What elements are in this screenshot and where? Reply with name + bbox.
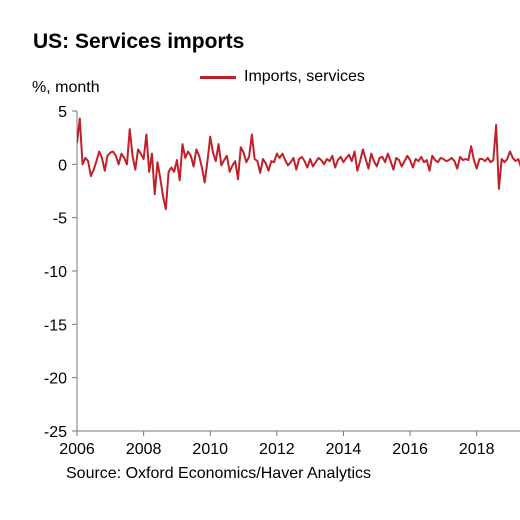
x-tick-label: 2016: [392, 441, 428, 458]
source-note: Source: Oxford Economics/Haver Analytics: [66, 465, 372, 482]
chart-title: US: Services imports: [33, 30, 245, 53]
y-tick-label: -15: [44, 317, 67, 334]
legend: Imports, services: [200, 66, 365, 88]
y-tick-label: -10: [44, 264, 67, 281]
legend-label: Imports, services: [244, 68, 365, 85]
y-tick-label: -25: [44, 424, 67, 441]
x-tick-label: 2014: [326, 441, 362, 458]
x-tick-label: 2018: [459, 441, 495, 458]
x-tick-label: 2008: [126, 441, 162, 458]
legend-swatch: [200, 75, 236, 79]
y-axis-unit-label: %, month: [32, 79, 100, 96]
x-tick-label: 2012: [259, 441, 295, 458]
x-tick-label: 2010: [192, 441, 228, 458]
series-line-imports-services: [77, 117, 520, 211]
y-tick-label: -20: [44, 371, 67, 388]
x-tick-label: 2006: [59, 441, 95, 458]
y-tick-label: 0: [58, 157, 67, 174]
y-tick-label: -5: [53, 211, 67, 228]
y-tick-label: 5: [58, 104, 67, 121]
